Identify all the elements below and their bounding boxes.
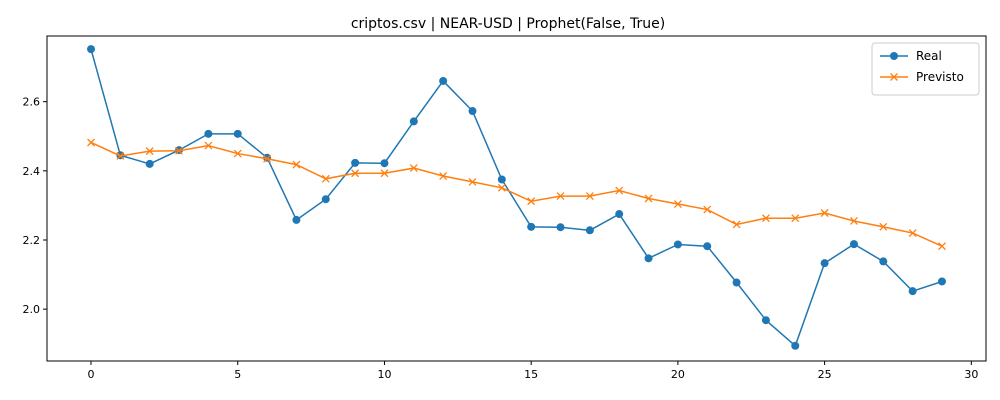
data-point — [468, 177, 477, 186]
y-tick-label: 2.0 — [23, 303, 41, 316]
data-point — [497, 183, 506, 192]
plot-area — [46, 35, 987, 362]
data-point — [791, 214, 800, 223]
legend-item: Real — [880, 49, 942, 63]
data-point — [87, 138, 95, 147]
legend-item: Previsto — [880, 70, 964, 84]
x-tick-label: 20 — [671, 368, 685, 381]
data-point — [703, 242, 712, 251]
chart-title: criptos.csv | NEAR-USD | Prophet(False, … — [351, 16, 665, 32]
data-point — [439, 76, 448, 85]
data-point — [615, 210, 624, 219]
legend: Real Previsto — [871, 42, 980, 96]
data-point — [732, 220, 741, 229]
data-point — [497, 175, 506, 184]
data-point — [820, 209, 829, 217]
data-point — [204, 141, 213, 150]
data-point — [732, 278, 741, 287]
data-point — [351, 169, 360, 178]
data-point — [820, 259, 829, 268]
legend-label: Previsto — [916, 70, 964, 84]
data-point — [145, 147, 154, 156]
data-point — [409, 117, 418, 126]
data-point — [644, 194, 653, 203]
data-point — [527, 222, 536, 231]
data-point — [644, 254, 653, 263]
x-tick-label: 5 — [234, 368, 241, 381]
data-point — [380, 169, 389, 178]
series-real — [87, 45, 946, 350]
x-tick-label: 25 — [818, 368, 832, 381]
data-point — [879, 257, 888, 266]
data-point — [292, 215, 301, 224]
data-point — [849, 240, 858, 249]
data-point — [879, 222, 888, 231]
data-point — [116, 152, 125, 160]
data-point — [585, 226, 594, 235]
data-point — [380, 159, 389, 168]
series-line — [90, 48, 943, 348]
data-point — [703, 205, 712, 214]
y-axis: 2.0 2.2 2.4 2.6 — [23, 96, 47, 316]
data-point — [849, 217, 858, 225]
data-point — [263, 154, 272, 163]
data-point — [556, 223, 565, 232]
data-point — [468, 107, 477, 116]
data-point — [439, 172, 448, 180]
x-tick-label: 30 — [964, 368, 978, 381]
data-point — [761, 214, 770, 223]
x-tick-label: 0 — [88, 368, 95, 381]
data-point — [791, 341, 800, 350]
legend-label: Real — [916, 49, 942, 63]
data-point — [233, 129, 242, 138]
data-point — [321, 195, 330, 204]
data-point — [175, 146, 184, 155]
data-point — [527, 197, 536, 206]
x-axis: 0 5 10 15 20 25 30 — [88, 361, 978, 381]
data-point — [937, 277, 946, 286]
y-tick-label: 2.4 — [23, 165, 41, 178]
series-previsto — [87, 138, 946, 251]
data-point — [233, 149, 242, 158]
x-tick-label: 10 — [377, 368, 391, 381]
data-point — [87, 45, 96, 54]
data-point — [615, 186, 624, 195]
data-point — [351, 158, 360, 167]
data-point — [938, 242, 946, 251]
data-point — [585, 192, 594, 201]
data-point — [321, 174, 330, 183]
y-tick-label: 2.6 — [23, 96, 41, 109]
data-point — [761, 316, 770, 325]
data-point — [204, 129, 213, 138]
data-point — [908, 229, 917, 238]
data-point — [409, 164, 418, 173]
data-point — [908, 287, 917, 296]
y-tick-label: 2.2 — [23, 234, 41, 247]
data-point — [673, 200, 682, 208]
data-point — [673, 240, 682, 249]
x-tick-label: 15 — [524, 368, 538, 381]
data-point — [292, 160, 301, 169]
data-point — [145, 159, 154, 168]
data-point — [556, 192, 565, 201]
series-line — [90, 141, 943, 247]
series-layer — [87, 45, 946, 350]
